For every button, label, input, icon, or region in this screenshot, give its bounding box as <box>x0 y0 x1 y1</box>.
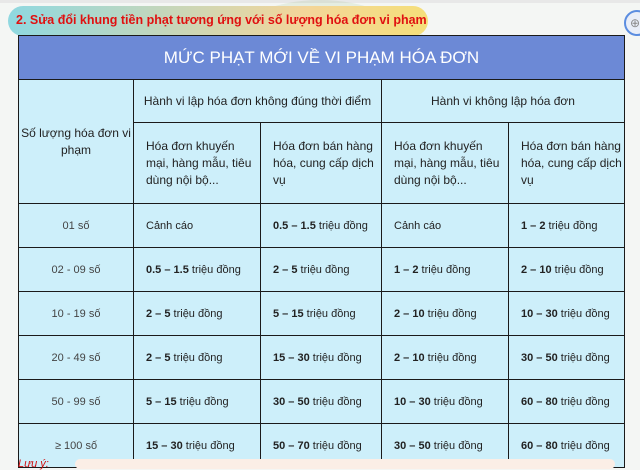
fine-cell: 5 – 15 triệu đồng <box>133 379 261 424</box>
fine-cell: 0.5 – 1.5 triệu đồng <box>133 247 261 292</box>
fine-unit: triệu đồng <box>548 219 598 232</box>
count-cell: 20 - 49 số <box>18 335 134 380</box>
fine-cell: 60 – 80 triệu đồng <box>508 379 625 424</box>
fine-cell: 2 – 10 triệu đồng <box>381 291 509 336</box>
count-cell: 02 - 09 số <box>18 247 134 292</box>
note-label: Lưu ý: <box>18 458 49 470</box>
fine-unit: triệu đồng <box>427 307 477 320</box>
fine-cell: 2 – 10 triệu đồng <box>508 247 625 292</box>
fine-unit: triệu đồng <box>318 219 368 232</box>
fine-range: 2 – 10 <box>521 263 552 276</box>
fine-cell: Cảnh cáo <box>133 203 261 248</box>
table-row: 20 - 49 số 2 – 5 triệu đồng 15 – 30 triệu … <box>18 335 625 380</box>
fine-cell: 2 – 10 triệu đồng <box>381 335 509 380</box>
count-cell: 10 - 19 số <box>18 291 134 336</box>
fine-unit: triệu đồng <box>185 439 235 452</box>
fine-range: 15 – 30 <box>146 439 183 452</box>
count-cell: 01 số <box>18 203 134 248</box>
fine-unit: triệu đồng <box>173 307 223 320</box>
col-count-header: Số lượng hóa đơn vi phạm <box>18 79 134 204</box>
fine-range: 0.5 – 1.5 <box>273 219 316 232</box>
fine-range: 2 – 10 <box>394 307 425 320</box>
fine-cell: 15 – 30 triệu đồng <box>260 335 382 380</box>
sub-header: Hóa đơn bán hàng hóa, cung cấp dịch vụ <box>508 122 625 204</box>
fine-range: 50 – 70 <box>273 439 310 452</box>
fine-unit: triệu đồng <box>312 351 362 364</box>
fine-unit: triệu đồng <box>191 263 241 276</box>
fine-range: 15 – 30 <box>273 351 310 364</box>
fine-unit: triệu đồng <box>312 395 362 408</box>
fine-range: 30 – 50 <box>273 395 310 408</box>
fine-range: 30 – 50 <box>394 439 431 452</box>
sub-header: Hóa đơn bán hàng hóa, cung cấp dịch vụ <box>260 122 382 204</box>
fine-range: 1 – 2 <box>521 219 546 232</box>
fine-cell: Cảnh cáo <box>381 203 509 248</box>
table-row: 02 - 09 số 0.5 – 1.5 triệu đồng 2 – 5 triệ… <box>18 247 625 292</box>
fine-range: 60 – 80 <box>521 395 558 408</box>
fine-range: 10 – 30 <box>521 307 558 320</box>
fine-cell: 5 – 15 triệu đồng <box>260 291 382 336</box>
table-row: 50 - 99 số 5 – 15 triệu đồng 30 – 50 triệu… <box>18 379 625 424</box>
fine-range: 2 – 5 <box>273 263 298 276</box>
table-row: 10 - 19 số 2 – 5 triệu đồng 5 – 15 triệu đ… <box>18 291 625 336</box>
fine-unit: triệu đồng <box>554 263 604 276</box>
fine-range: 10 – 30 <box>394 395 431 408</box>
fine-unit: triệu đồng <box>300 263 350 276</box>
fine-range: 5 – 15 <box>273 307 304 320</box>
count-cell: 50 - 99 số <box>18 379 134 424</box>
fine-unit: triệu đồng <box>433 395 483 408</box>
fine-range: 2 – 5 <box>146 307 171 320</box>
fine-cell: 1 – 2 triệu đồng <box>381 247 509 292</box>
fine-range: 30 – 50 <box>521 351 558 364</box>
fine-unit: triệu đồng <box>179 395 229 408</box>
fine-cell: 2 – 5 triệu đồng <box>133 335 261 380</box>
table-title: MỨC PHẠT MỚI VỀ VI PHẠM HÓA ĐƠN <box>18 35 625 80</box>
sub-header: Hóa đơn khuyến mại, hàng mẫu, tiêu dùng … <box>381 122 509 204</box>
fine-unit: triệu đồng <box>560 395 610 408</box>
fine-cell: 30 – 50 triệu đồng <box>260 379 382 424</box>
table-row: 01 số Cảnh cáo 0.5 – 1.5 triệu đồng Cảnh … <box>18 203 625 248</box>
fine-range: 0.5 – 1.5 <box>146 263 189 276</box>
table-row: ≥ 100 số 15 – 30 triệu đồng 50 – 70 triệu … <box>18 423 625 468</box>
fine-unit: Cảnh cáo <box>394 219 442 232</box>
fine-range: 5 – 15 <box>146 395 177 408</box>
fine-cell: 1 – 2 triệu đồng <box>508 203 625 248</box>
section-heading: 2. Sửa đổi khung tiền phạt tương ứng với… <box>8 6 428 36</box>
fine-unit: triệu đồng <box>312 439 362 452</box>
fine-cell: 2 – 5 triệu đồng <box>260 247 382 292</box>
fine-range: 60 – 80 <box>521 439 558 452</box>
count-cell: ≥ 100 số <box>18 423 134 468</box>
heading-text: 2. Sửa đổi khung tiền phạt tương ứng với… <box>16 13 427 27</box>
fine-unit: triệu đồng <box>560 439 610 452</box>
fine-unit: Cảnh cáo <box>146 219 194 232</box>
note-box <box>75 459 615 469</box>
fine-unit: triệu đồng <box>433 439 483 452</box>
fine-cell: 10 – 30 triệu đồng <box>381 379 509 424</box>
fine-unit: triệu đồng <box>560 351 610 364</box>
fine-unit: triệu đồng <box>560 307 610 320</box>
fine-unit: triệu đồng <box>173 351 223 364</box>
magnifier-plus-icon[interactable]: ⊕ <box>624 10 640 36</box>
fine-range: 2 – 10 <box>394 351 425 364</box>
group-no-invoice-header: Hành vi không lập hóa đơn <box>381 79 625 123</box>
fine-cell: 10 – 30 triệu đồng <box>508 291 625 336</box>
fine-cell: 30 – 50 triệu đồng <box>508 335 625 380</box>
fine-range: 1 – 2 <box>394 263 419 276</box>
fine-unit: triệu đồng <box>421 263 471 276</box>
fine-cell: 2 – 5 triệu đồng <box>133 291 261 336</box>
group-late-invoice-header: Hành vi lập hóa đơn không đúng thời điểm <box>133 79 382 123</box>
sub-header: Hóa đơn khuyến mại, hàng mẫu, tiêu dùng … <box>133 122 261 204</box>
fine-unit: triệu đồng <box>306 307 356 320</box>
fine-unit: triệu đồng <box>427 351 477 364</box>
penalty-table: MỨC PHẠT MỚI VỀ VI PHẠM HÓA ĐƠN Số lượng… <box>18 35 625 468</box>
fine-range: 2 – 5 <box>146 351 171 364</box>
fine-cell: 0.5 – 1.5 triệu đồng <box>260 203 382 248</box>
